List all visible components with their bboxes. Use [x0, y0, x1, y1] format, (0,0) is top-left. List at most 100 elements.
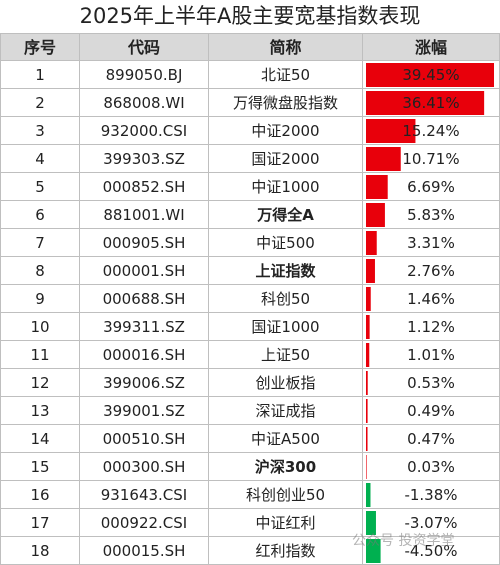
- row-code: 000688.SH: [80, 285, 209, 313]
- row-name: 中证红利: [209, 509, 363, 537]
- header-name: 简称: [209, 33, 363, 61]
- row-no: 7: [0, 229, 80, 257]
- positive-bar: [366, 119, 416, 143]
- row-name: 中证2000: [209, 117, 363, 145]
- row-code: 931643.CSI: [80, 481, 209, 509]
- row-no: 5: [0, 173, 80, 201]
- row-name: 中证1000: [209, 173, 363, 201]
- table-row: 2 868008.WI 万得微盘股指数 36.41%: [0, 89, 500, 117]
- header-change: 涨幅: [363, 33, 500, 61]
- header-code: 代码: [80, 33, 209, 61]
- negative-bar: [366, 483, 371, 507]
- row-name: 科创50: [209, 285, 363, 313]
- row-code: 899050.BJ: [80, 61, 209, 89]
- change-value: 0.53%: [407, 374, 455, 392]
- change-bar-svg: [366, 399, 368, 423]
- change-bar-svg: [366, 147, 401, 171]
- row-change: 1.01%: [363, 341, 500, 369]
- row-name: 深证成指: [209, 397, 363, 425]
- change-bar-svg: [366, 203, 385, 227]
- row-change: 5.83%: [363, 201, 500, 229]
- row-name: 国证2000: [209, 145, 363, 173]
- row-change: 0.03%: [363, 453, 500, 481]
- positive-bar: [366, 147, 401, 171]
- row-change: 0.49%: [363, 397, 500, 425]
- change-bar-svg: [366, 119, 416, 143]
- row-name: 上证50: [209, 341, 363, 369]
- change-value: 0.03%: [407, 458, 455, 476]
- row-code: 399001.SZ: [80, 397, 209, 425]
- change-bar-svg: [366, 287, 371, 311]
- row-name: 沪深300: [209, 453, 363, 481]
- change-value: 36.41%: [402, 94, 460, 112]
- row-no: 14: [0, 425, 80, 453]
- row-name: 北证50: [209, 61, 363, 89]
- row-no: 13: [0, 397, 80, 425]
- table-header: 序号 代码 简称 涨幅: [0, 33, 500, 61]
- change-value: 1.12%: [407, 318, 455, 336]
- table-row: 11 000016.SH 上证50 1.01%: [0, 341, 500, 369]
- row-change: 1.12%: [363, 313, 500, 341]
- row-code: 399311.SZ: [80, 313, 209, 341]
- positive-bar: [366, 91, 485, 115]
- change-bar-svg: [366, 175, 388, 199]
- positive-bar: [366, 287, 371, 311]
- row-name: 中证A500: [209, 425, 363, 453]
- table-row: 8 000001.SH 上证指数 2.76%: [0, 257, 500, 285]
- change-bar-svg: [366, 91, 485, 115]
- row-code: 000905.SH: [80, 229, 209, 257]
- row-no: 17: [0, 509, 80, 537]
- row-code: 000016.SH: [80, 341, 209, 369]
- table-row: 6 881001.WI 万得全A 5.83%: [0, 201, 500, 229]
- row-code: 000510.SH: [80, 425, 209, 453]
- positive-bar: [366, 63, 494, 87]
- change-bar-svg: [366, 259, 375, 283]
- change-bar-svg: [366, 511, 376, 535]
- change-value: -3.07%: [404, 514, 458, 532]
- row-no: 9: [0, 285, 80, 313]
- row-change: 15.24%: [363, 117, 500, 145]
- table-row: 9 000688.SH 科创50 1.46%: [0, 285, 500, 313]
- row-code: 881001.WI: [80, 201, 209, 229]
- table-row: 13 399001.SZ 深证成指 0.49%: [0, 397, 500, 425]
- row-change: 2.76%: [363, 257, 500, 285]
- table-row: 3 932000.CSI 中证2000 15.24%: [0, 117, 500, 145]
- row-code: 000001.SH: [80, 257, 209, 285]
- row-change: 10.71%: [363, 145, 500, 173]
- change-value: 0.49%: [407, 402, 455, 420]
- table-row: 16 931643.CSI 科创创业50 -1.38%: [0, 481, 500, 509]
- change-value: 1.01%: [407, 346, 455, 364]
- row-change: 0.47%: [363, 425, 500, 453]
- table-row: 5 000852.SH 中证1000 6.69%: [0, 173, 500, 201]
- row-no: 16: [0, 481, 80, 509]
- row-no: 10: [0, 313, 80, 341]
- table-row: 15 000300.SH 沪深300 0.03%: [0, 453, 500, 481]
- positive-bar: [366, 315, 370, 339]
- row-name: 国证1000: [209, 313, 363, 341]
- table-row: 12 399006.SZ 创业板指 0.53%: [0, 369, 500, 397]
- change-value: 5.83%: [407, 206, 455, 224]
- table-row: 17 000922.CSI 中证红利 -3.07%: [0, 509, 500, 537]
- change-bar-svg: [366, 63, 494, 87]
- table-row: 4 399303.SZ 国证2000 10.71%: [0, 145, 500, 173]
- positive-bar: [366, 371, 368, 395]
- row-code: 932000.CSI: [80, 117, 209, 145]
- change-value: 39.45%: [402, 66, 460, 84]
- row-name: 万得全A: [209, 201, 363, 229]
- row-change: 39.45%: [363, 61, 500, 89]
- change-value: -1.38%: [404, 486, 458, 504]
- row-change: 36.41%: [363, 89, 500, 117]
- row-no: 12: [0, 369, 80, 397]
- row-change: 3.31%: [363, 229, 500, 257]
- change-bar-svg: [366, 371, 368, 395]
- change-bar-svg: [366, 427, 368, 451]
- change-value: 1.46%: [407, 290, 455, 308]
- change-value: 10.71%: [402, 150, 460, 168]
- row-name: 创业板指: [209, 369, 363, 397]
- chart-title: 2025年上半年A股主要宽基指数表现: [79, 4, 421, 28]
- change-value: 2.76%: [407, 262, 455, 280]
- row-name: 中证500: [209, 229, 363, 257]
- row-code: 399303.SZ: [80, 145, 209, 173]
- change-bar-svg: [366, 231, 377, 255]
- change-bar-svg: [366, 315, 370, 339]
